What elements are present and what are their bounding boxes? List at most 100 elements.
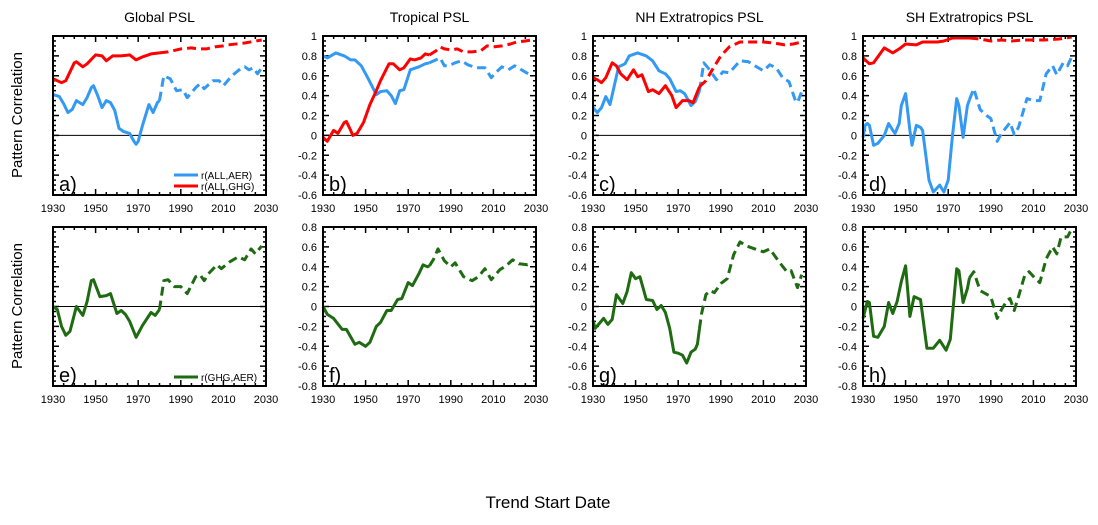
y-tick-label: 0.8 [842, 51, 857, 63]
panel-d: SH Extratropics PSL 1930 1950 1970 1990 2010 2… [838, 9, 1088, 215]
y-tick-label: 0.2 [572, 282, 587, 294]
x-tick-label: 1950 [893, 203, 917, 215]
series-line-aer-dashed [428, 56, 533, 80]
y-tick-label: 0.8 [572, 222, 587, 234]
x-tick-label: 1970 [396, 203, 420, 215]
plot-frame [592, 35, 807, 196]
y-tick-label: 0.4 [842, 91, 857, 103]
y-tick-label: 0.4 [302, 262, 317, 274]
x-tick-label: 1990 [979, 394, 1003, 406]
y-tick-label: -0.4 [298, 341, 317, 353]
series-line-ghg-dashed [159, 38, 262, 55]
series-line-ghg-solid [592, 61, 701, 110]
series-line-ghg_aer-solid [591, 271, 701, 365]
x-tick-label: 2030 [1064, 394, 1088, 406]
y-tick-label: 1 [851, 31, 857, 43]
y-tick-label: -0.8 [298, 381, 317, 393]
series-line-ghg_aer-dashed [158, 244, 263, 310]
y-tick-label: -0.4 [838, 341, 857, 353]
series-line-ghg_aer-dashed [428, 247, 533, 283]
y-tick-label: -0.4 [838, 170, 857, 182]
y-tick-label: 0.6 [572, 71, 587, 83]
x-tick-label: 1930 [851, 394, 875, 406]
panel-g: 1930 1950 1970 1990 2010 2030 -0.8 -0.6 -0.4 -0.2… [568, 222, 818, 406]
series-line-ghg_aer-solid [321, 263, 431, 348]
x-tick-label: 1990 [709, 394, 733, 406]
legend-label: r(ALL,AER) [201, 171, 252, 182]
x-tick-label: 1930 [41, 203, 65, 215]
y-tick-label: 0.2 [572, 111, 587, 123]
x-tick-label: 1990 [709, 203, 733, 215]
y-tick-label: 1 [311, 31, 317, 43]
plot-frame [52, 35, 267, 196]
x-tick-label: 2010 [481, 394, 505, 406]
x-tick-label: 2030 [1064, 203, 1088, 215]
legend-label: r(GHG,AER) [201, 373, 257, 384]
y-tick-label: 0.8 [572, 51, 587, 63]
plot-frame [322, 35, 537, 196]
panel-label: a) [59, 174, 77, 196]
x-tick-label: 2030 [254, 394, 278, 406]
panel-c: NH Extratropics PSL 1930 1950 1970 1990 2010 2… [568, 9, 818, 215]
series-line-ghg-dashed [428, 38, 532, 57]
x-tick-label: 1930 [851, 203, 875, 215]
y-axis-label-top: Pattern Correlation [9, 52, 26, 178]
x-tick-label: 1930 [581, 203, 605, 215]
y-tick-label: 0 [851, 130, 857, 142]
x-tick-label: 2010 [1021, 394, 1045, 406]
panel-label: g) [599, 365, 617, 387]
x-tick-label: 1990 [439, 203, 463, 215]
x-tick-label: 2010 [1021, 203, 1045, 215]
x-tick-label: 1930 [311, 394, 335, 406]
series-line-ghg-solid [52, 51, 160, 85]
x-tick-label: 1970 [666, 203, 690, 215]
y-tick-label: 0.4 [572, 91, 587, 103]
y-tick-label: 0.2 [842, 111, 857, 123]
panel-title: Global PSL [124, 9, 195, 25]
y-tick-label: 1 [581, 31, 587, 43]
plot-frame [862, 226, 1077, 387]
x-tick-label: 1950 [623, 203, 647, 215]
panel-title: SH Extratropics PSL [906, 9, 1034, 25]
y-tick-label: 0.6 [842, 71, 857, 83]
y-tick-label: 0.2 [302, 111, 317, 123]
x-tick-label: 2030 [524, 203, 548, 215]
series-line-ghg-solid [321, 52, 430, 143]
x-tick-label: 1990 [169, 203, 193, 215]
panel-label: e) [59, 365, 77, 387]
x-tick-label: 1970 [126, 203, 150, 215]
y-tick-label: -0.4 [298, 170, 317, 182]
x-tick-label: 1970 [396, 394, 420, 406]
series-line-ghg_aer-dashed [698, 240, 804, 329]
series-line-ghg-dashed [698, 40, 803, 88]
series-line-aer-dashed [158, 65, 263, 101]
panel-title: Tropical PSL [390, 9, 470, 25]
series-line-ghg-solid [861, 36, 970, 66]
panel-e: 1930 1950 1970 1990 2010 2030 e) r(GHG,AER) [41, 226, 278, 406]
panel-label: d) [869, 174, 887, 196]
y-tick-label: -0.8 [568, 381, 587, 393]
x-tick-label: 2030 [794, 394, 818, 406]
plot-frame [52, 226, 267, 387]
x-tick-label: 1950 [893, 394, 917, 406]
x-tick-label: 2030 [254, 203, 278, 215]
legend-label: r(ALL,GHG) [201, 182, 254, 193]
x-tick-label: 1950 [623, 394, 647, 406]
y-tick-label: 0.8 [842, 222, 857, 234]
y-tick-label: 0.4 [572, 262, 587, 274]
panel-a: Global PSL 1930 1950 1970 1990 2010 2030 a) r(AL… [41, 9, 278, 215]
x-tick-label: 1970 [666, 394, 690, 406]
x-tick-label: 2030 [524, 394, 548, 406]
y-tick-label: 0.2 [302, 282, 317, 294]
plot-frame [322, 226, 537, 387]
y-axis-label-bottom: Pattern Correlation [9, 243, 26, 369]
x-tick-label: 1950 [83, 203, 107, 215]
panel-label: b) [329, 174, 347, 196]
panel-title: NH Extratropics PSL [635, 9, 764, 25]
y-tick-label: -0.6 [838, 190, 857, 202]
x-tick-label: 1990 [439, 394, 463, 406]
y-tick-label: 0.8 [302, 51, 317, 63]
panel-label: h) [869, 365, 887, 387]
y-tick-label: -0.2 [298, 150, 317, 162]
